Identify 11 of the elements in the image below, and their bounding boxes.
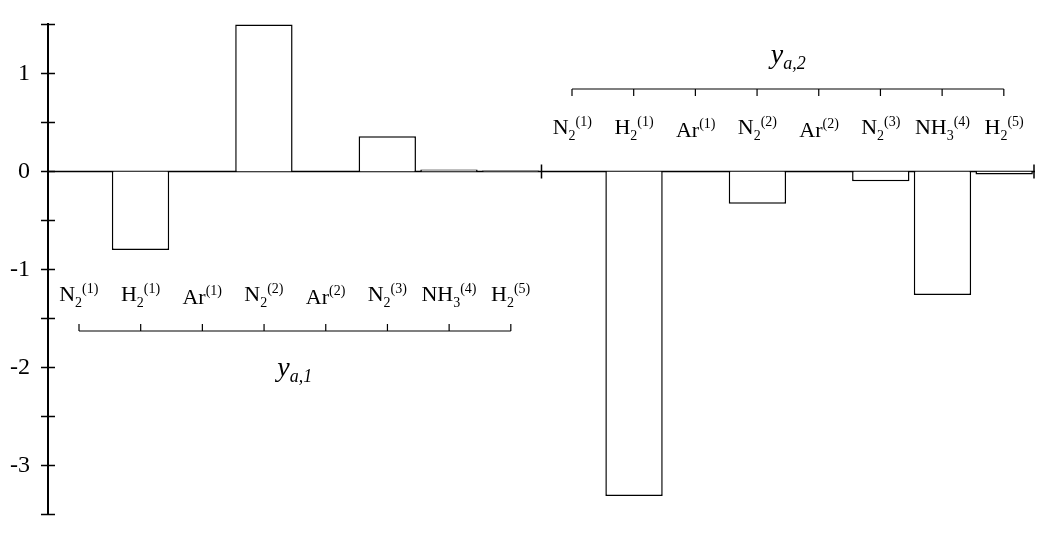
y-tick-label: -2 [9,352,30,379]
annotation: y$_{a,1}$ [277,351,313,387]
annotation: y$_{a,2}$ [770,38,806,74]
x-tick-label: Ar$^{(2)}$ [799,116,839,143]
y-tick-label: 1 [17,58,30,85]
x-tick-label: Ar$^{(1)}$ [675,116,716,143]
x-tick-label: Ar$^{(2)}$ [305,283,346,310]
y-tick-label: 0 [17,156,30,183]
y-tick-label: -3 [9,450,30,477]
x-tick-label: Ar$^{(1)}$ [182,283,222,310]
y-tick-label: -1 [9,254,30,281]
